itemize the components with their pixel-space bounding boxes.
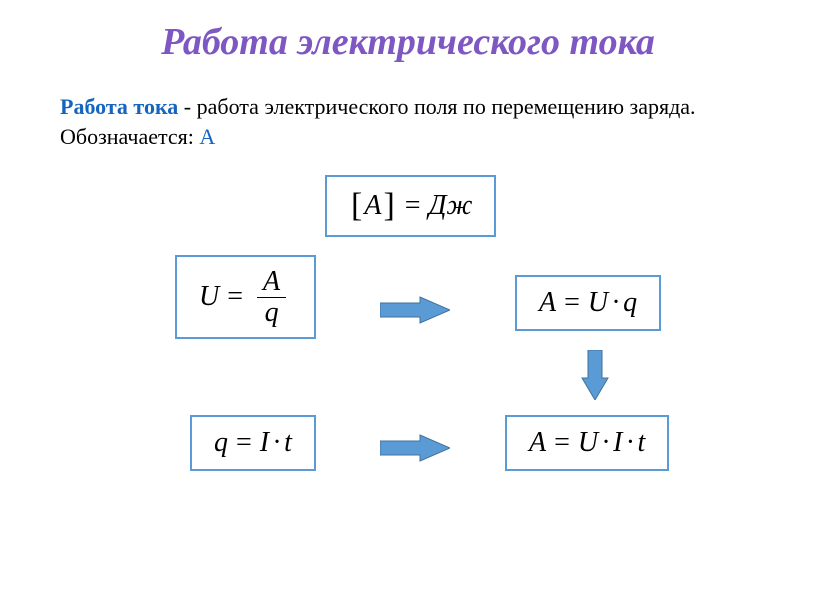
equals: = [405, 190, 421, 222]
dot: · [612, 287, 619, 319]
arrow-down-icon [580, 350, 610, 400]
equals: = [236, 427, 252, 459]
equals: = [564, 287, 580, 319]
dot: · [626, 427, 633, 459]
unit-joule: Дж [429, 190, 473, 222]
equals: = [227, 281, 243, 313]
var-t: t [637, 427, 645, 459]
var-A: A [364, 190, 381, 222]
formula-unit: [ A ] = Дж [325, 175, 496, 237]
var-I: I [260, 427, 269, 459]
formula-work-uq: A = U · q [515, 275, 661, 331]
page-title: Работа электрического тока [60, 20, 756, 64]
formula-charge: q = I · t [190, 415, 316, 471]
formula-work-uit: A = U · I · t [505, 415, 669, 471]
denominator-q: q [259, 298, 285, 327]
var-A: A [529, 427, 546, 459]
arrow-right-icon [380, 295, 450, 325]
fraction-Aq: A q [257, 267, 286, 327]
var-q: q [214, 427, 228, 459]
var-A: A [539, 287, 556, 319]
formula-voltage: U = A q [175, 255, 316, 339]
dot: · [602, 427, 609, 459]
var-I: I [613, 427, 622, 459]
var-U: U [588, 287, 608, 319]
right-bracket: ] [383, 187, 394, 225]
definition-symbol: А [199, 124, 215, 149]
formula-diagram: [ A ] = Дж U = A q A = U · q q = I · t A… [60, 175, 756, 555]
var-U: U [578, 427, 598, 459]
arrow-right-icon [380, 433, 450, 463]
definition-term: Работа тока [60, 94, 178, 119]
var-U: U [199, 281, 219, 313]
var-t: t [284, 427, 292, 459]
numerator-A: A [257, 267, 286, 296]
equals: = [554, 427, 570, 459]
dot: · [273, 427, 280, 459]
var-q: q [623, 287, 637, 319]
definition-paragraph: Работа тока - работа электрического поля… [60, 92, 756, 151]
left-bracket: [ [351, 187, 362, 225]
